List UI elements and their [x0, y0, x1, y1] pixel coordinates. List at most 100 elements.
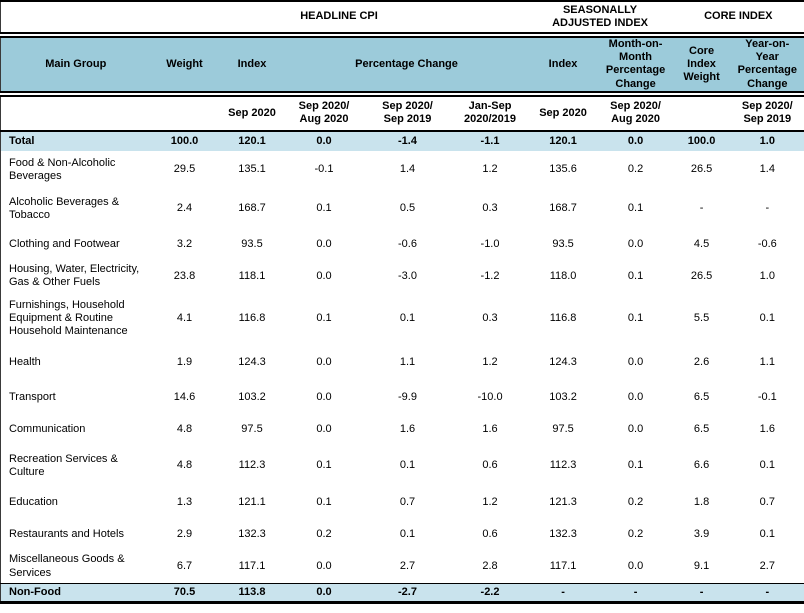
pct-jan-sep-cell: 1.2 [452, 150, 528, 189]
index-cell: 116.8 [218, 292, 286, 345]
pct-sep-sep-cell: 0.7 [362, 485, 453, 519]
period-header-index: Sep 2020 [218, 93, 286, 132]
sa-index-cell: 132.3 [527, 518, 599, 550]
row-label: Alcoholic Beverages & Tobacco [0, 188, 151, 229]
table-row: Clothing and Footwear 3.2 93.5 0.0 -0.6 … [0, 228, 804, 260]
pct-sep-aug-cell: 0.0 [285, 583, 363, 605]
core-weight-cell: 6.6 [672, 445, 731, 486]
period-header-sa-index: Sep 2020 [527, 93, 599, 132]
pct-sep-aug-cell: 0.1 [285, 485, 363, 519]
weight-cell: 1.3 [150, 485, 219, 519]
sa-index-cell: 135.6 [527, 150, 599, 189]
pct-sep-aug-cell: 0.0 [285, 259, 363, 293]
row-label: Total [0, 130, 151, 151]
core-yoy-cell: 0.1 [730, 445, 804, 486]
weight-cell: 2.4 [150, 188, 219, 229]
sa-mom-cell: 0.0 [598, 549, 673, 584]
core-yoy-cell: 1.0 [730, 259, 804, 293]
core-yoy-cell: 1.6 [730, 413, 804, 446]
pct-sep-sep-cell: 1.6 [362, 413, 453, 446]
row-label: Clothing and Footwear [0, 228, 151, 260]
row-label: Communication [0, 413, 151, 446]
col-header-percentage-change: Percentage Change [285, 35, 528, 97]
core-yoy-cell: - [730, 188, 804, 229]
row-label: Recreation Services & Culture [0, 445, 151, 486]
pct-sep-sep-cell: 1.1 [362, 344, 453, 381]
core-weight-cell: 26.5 [672, 259, 731, 293]
period-header-spacer [150, 93, 219, 132]
pct-jan-sep-cell: -2.2 [452, 583, 528, 605]
core-yoy-cell: 1.1 [730, 344, 804, 381]
weight-cell: 1.9 [150, 344, 219, 381]
core-yoy-cell: 2.7 [730, 549, 804, 584]
sa-mom-cell: 0.1 [598, 188, 673, 229]
table-row: Restaurants and Hotels 2.9 132.3 0.2 0.1… [0, 518, 804, 550]
pct-jan-sep-cell: -1.1 [452, 130, 528, 151]
row-label: Miscellaneous Goods & Services [0, 549, 151, 584]
pct-sep-sep-cell: 2.7 [362, 549, 453, 584]
pct-sep-sep-cell: -9.9 [362, 380, 453, 414]
table-row: Communication 4.8 97.5 0.0 1.6 1.6 97.5 … [0, 413, 804, 446]
col-header-index: Index [218, 35, 286, 97]
table-body: Total 100.0 120.1 0.0 -1.4 -1.1 120.1 0.… [0, 130, 804, 605]
pct-sep-sep-cell: 0.1 [362, 292, 453, 345]
table-row: Recreation Services & Culture 4.8 112.3 … [0, 445, 804, 486]
sa-index-cell: 124.3 [527, 344, 599, 381]
core-yoy-cell: 0.1 [730, 518, 804, 550]
period-header-sep-sep: Sep 2020/ Sep 2019 [362, 93, 453, 132]
table-row: Furnishings, Household Equipment & Routi… [0, 292, 804, 345]
sa-mom-cell: - [598, 583, 673, 605]
weight-cell: 4.8 [150, 445, 219, 486]
table-row: Alcoholic Beverages & Tobacco 2.4 168.7 … [0, 188, 804, 229]
table-row: Health 1.9 124.3 0.0 1.1 1.2 124.3 0.0 2… [0, 344, 804, 381]
core-weight-cell: 2.6 [672, 344, 731, 381]
sa-index-cell: 103.2 [527, 380, 599, 414]
pct-jan-sep-cell: 0.6 [452, 518, 528, 550]
pct-sep-aug-cell: 0.1 [285, 292, 363, 345]
pct-sep-aug-cell: 0.0 [285, 413, 363, 446]
core-yoy-cell: 0.7 [730, 485, 804, 519]
period-header-spacer [0, 93, 151, 132]
weight-cell: 23.8 [150, 259, 219, 293]
sa-mom-cell: 0.1 [598, 445, 673, 486]
period-header-core-sep-sep: Sep 2020/ Sep 2019 [730, 93, 804, 132]
pct-sep-sep-cell: -3.0 [362, 259, 453, 293]
sa-mom-cell: 0.0 [598, 228, 673, 260]
index-cell: 118.1 [218, 259, 286, 293]
sa-index-cell: 120.1 [527, 130, 599, 151]
weight-cell: 2.9 [150, 518, 219, 550]
group-header-spacer [0, 1, 151, 38]
period-header-jan-sep: Jan-Sep 2020/2019 [452, 93, 528, 132]
pct-sep-aug-cell: 0.1 [285, 188, 363, 229]
sa-mom-cell: 0.0 [598, 344, 673, 381]
col-header-weight: Weight [150, 35, 219, 97]
pct-sep-sep-cell: 0.5 [362, 188, 453, 229]
pct-jan-sep-cell: -10.0 [452, 380, 528, 414]
pct-jan-sep-cell: 1.6 [452, 413, 528, 446]
pct-sep-aug-cell: 0.0 [285, 380, 363, 414]
index-cell: 112.3 [218, 445, 286, 486]
core-weight-cell: 3.9 [672, 518, 731, 550]
pct-sep-aug-cell: 0.0 [285, 549, 363, 584]
core-yoy-cell: -0.1 [730, 380, 804, 414]
table-row: Food & Non-Alcoholic Beverages 29.5 135.… [0, 150, 804, 189]
period-header-sa-sep-aug: Sep 2020/ Aug 2020 [598, 93, 673, 132]
table-row: Total 100.0 120.1 0.0 -1.4 -1.1 120.1 0.… [0, 130, 804, 151]
sa-mom-cell: 0.1 [598, 259, 673, 293]
core-yoy-cell: - [730, 583, 804, 605]
weight-cell: 100.0 [150, 130, 219, 151]
pct-jan-sep-cell: -1.0 [452, 228, 528, 260]
pct-jan-sep-cell: -1.2 [452, 259, 528, 293]
pct-jan-sep-cell: 0.3 [452, 292, 528, 345]
index-cell: 121.1 [218, 485, 286, 519]
weight-cell: 4.1 [150, 292, 219, 345]
col-header-year-on-year: Year-on- Year Percentage Change [730, 35, 804, 97]
core-weight-cell: 6.5 [672, 380, 731, 414]
core-yoy-cell: 1.0 [730, 130, 804, 151]
sa-index-cell: 97.5 [527, 413, 599, 446]
pct-sep-sep-cell: 0.1 [362, 445, 453, 486]
index-cell: 97.5 [218, 413, 286, 446]
sa-mom-cell: 0.1 [598, 292, 673, 345]
core-yoy-cell: -0.6 [730, 228, 804, 260]
